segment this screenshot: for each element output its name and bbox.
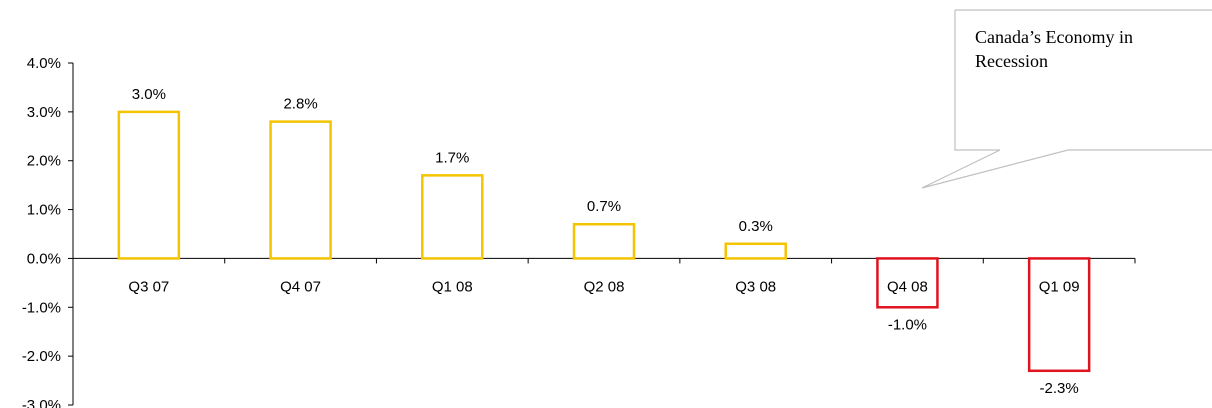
x-category-label: Q1 09 — [1039, 278, 1080, 295]
data-label: 1.7% — [435, 149, 469, 166]
bar — [876, 257, 939, 309]
x-category-label: Q2 08 — [584, 278, 625, 295]
data-label: 3.0% — [132, 86, 166, 103]
y-tick-label: 0.0% — [27, 250, 61, 267]
y-tick-label: -1.0% — [22, 299, 61, 316]
recession-callout: Canada’s Economy in Recession — [921, 9, 1212, 189]
callout-text-line-2: Recession — [975, 51, 1048, 71]
y-tick-label: 3.0% — [27, 104, 61, 121]
y-tick-label: 1.0% — [27, 202, 61, 219]
y-tick-label: 2.0% — [27, 153, 61, 170]
x-category-label: Q3 07 — [128, 278, 169, 295]
svg-text:Canada’s Economy in Rece: Canada’s Economy in Recession — [975, 27, 1137, 71]
x-category-label: Q4 08 — [887, 278, 928, 295]
data-label: -1.0% — [888, 316, 927, 333]
callout-bubble — [921, 9, 1212, 189]
x-category-label: Q4 07 — [280, 278, 321, 295]
y-tick-label: 4.0% — [27, 55, 61, 72]
bar — [117, 110, 181, 260]
data-label: -2.3% — [1040, 380, 1079, 397]
x-category-label: Q1 08 — [432, 278, 473, 295]
y-tick-label: -3.0% — [22, 397, 61, 408]
data-label: 0.7% — [587, 198, 621, 215]
x-category-label: Q3 08 — [735, 278, 776, 295]
bar — [1027, 257, 1091, 373]
data-label: 2.8% — [283, 96, 317, 113]
bars-layer — [117, 110, 1091, 373]
bar — [572, 222, 636, 260]
labels-layer: Q3 07 3.0% Q4 07 2.8% Q1 08 1.7% Q2 08 0.7% Q3 0… — [128, 86, 1079, 397]
callout-text-line-1: Canada’s Economy in — [975, 27, 1133, 47]
bar — [421, 174, 484, 260]
bar — [269, 120, 332, 260]
bar — [724, 242, 787, 260]
data-label: 0.3% — [739, 218, 773, 235]
y-tick-label: -2.0% — [22, 348, 61, 365]
